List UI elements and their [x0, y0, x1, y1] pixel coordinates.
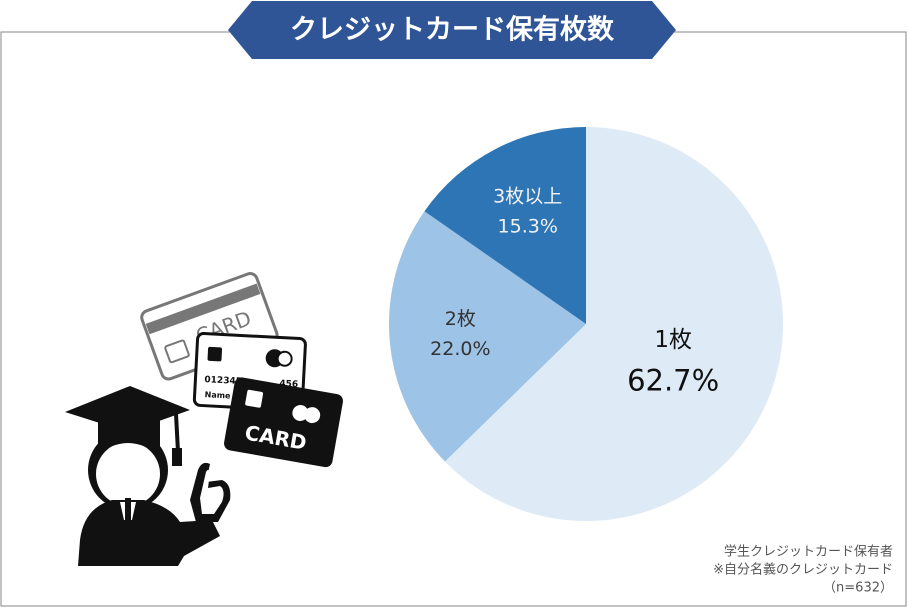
title-banner [228, 1, 676, 59]
note: （n=632） [823, 581, 893, 596]
card-text: 456 [279, 379, 298, 390]
slice-label: 2枚 [445, 308, 476, 330]
value-label: 15.3% [498, 216, 558, 238]
note: 学生クレジットカード保有者 [724, 544, 893, 560]
pie-slice [424, 126, 586, 324]
card-text: Name [204, 390, 231, 400]
note: ※自分名義のクレジットカード [713, 562, 893, 578]
slice-label: 1枚 [654, 327, 692, 353]
pie-slice [444, 127, 783, 521]
chart-title: クレジットカード保有枚数 [290, 15, 615, 46]
slice-label: 3枚以上 [493, 186, 562, 208]
card-text: 0123 [204, 375, 230, 386]
value-label: 62.7% [627, 364, 719, 398]
illustration: CARD 0123 45 456 Name CARD [65, 272, 343, 566]
value-label: 22.0% [430, 338, 490, 360]
pie-slice [389, 211, 586, 462]
